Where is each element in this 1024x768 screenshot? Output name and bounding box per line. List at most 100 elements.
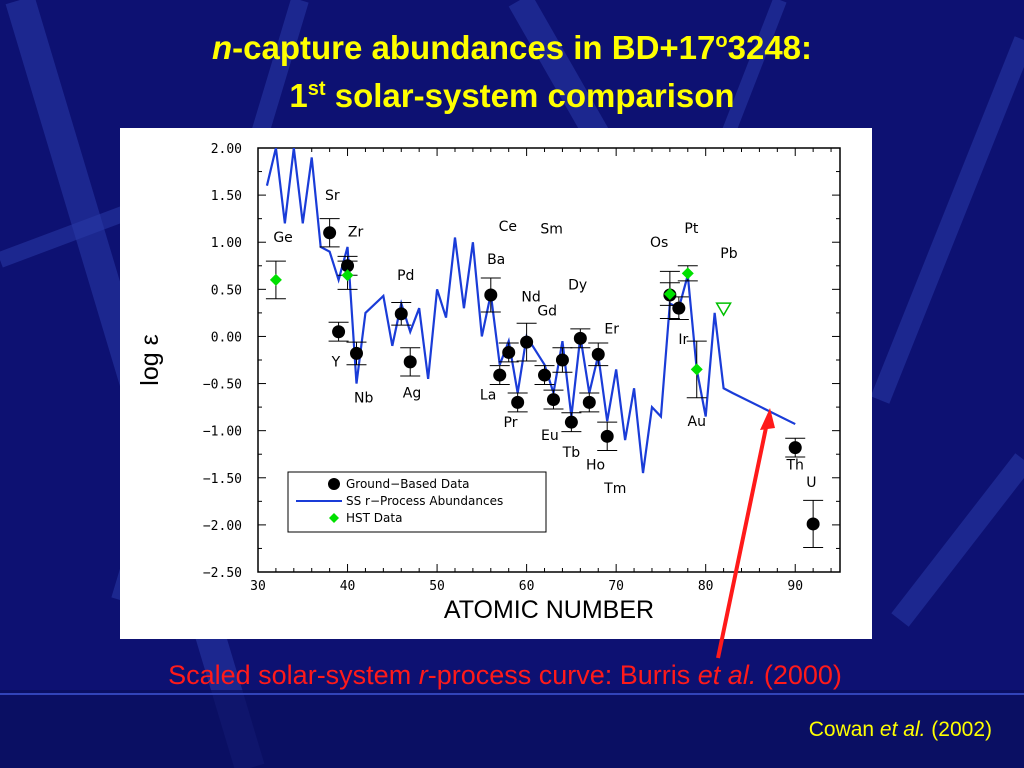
ground-data-point bbox=[493, 368, 507, 382]
y-tick-label: −2.00 bbox=[203, 519, 242, 534]
ground-data-point bbox=[502, 345, 516, 359]
title-italic-n: n bbox=[211, 29, 233, 66]
element-label: Nb bbox=[354, 390, 373, 406]
legend-marker-hst bbox=[329, 513, 339, 523]
element-label: Os bbox=[650, 235, 668, 251]
element-label: Zr bbox=[348, 225, 364, 241]
caption-part-2: -process curve: Burris bbox=[427, 660, 698, 690]
title-text: -capture abundances in BD+17 bbox=[232, 29, 716, 66]
element-label: Ba bbox=[487, 252, 505, 268]
element-label: Tb bbox=[562, 445, 581, 461]
ground-data-point bbox=[806, 517, 820, 531]
ground-data-point bbox=[672, 301, 686, 315]
element-label: Tm bbox=[603, 481, 626, 497]
element-label: Sr bbox=[325, 188, 340, 204]
slide-title-line-1: n-capture abundances in BD+17o3248: bbox=[0, 22, 1024, 67]
element-label: U bbox=[806, 475, 816, 491]
legend-label: SS r−Process Abundances bbox=[346, 494, 503, 508]
x-tick-label: 40 bbox=[340, 579, 356, 594]
ground-data-point bbox=[520, 335, 534, 349]
title2-text: solar-system comparison bbox=[325, 77, 735, 114]
hst-data-point bbox=[341, 269, 354, 282]
element-label: Nd bbox=[521, 290, 540, 306]
credit-italic-etal: et al. bbox=[879, 718, 926, 741]
element-label: Th bbox=[786, 457, 804, 473]
element-label: La bbox=[480, 388, 496, 404]
y-tick-label: 0.00 bbox=[211, 330, 242, 345]
y-tick-label: −0.50 bbox=[203, 378, 242, 393]
hst-data-point bbox=[690, 363, 703, 376]
caption-italic-etal: et al. bbox=[697, 660, 757, 690]
element-label: Ir bbox=[678, 332, 688, 348]
hst-data-point bbox=[681, 267, 694, 280]
x-tick-label: 60 bbox=[519, 579, 535, 594]
legend-marker-ground bbox=[328, 478, 340, 490]
element-label: Pr bbox=[504, 415, 518, 431]
ground-data-point bbox=[591, 347, 605, 361]
element-label: Er bbox=[604, 322, 619, 338]
ground-data-point bbox=[332, 325, 346, 339]
element-label: Pt bbox=[684, 221, 698, 237]
chart-panel: 2.00 1.50 1.00 0.50 0.00 −0.50 −1.00 −1.50 −2.00… bbox=[120, 128, 872, 639]
element-label: Ho bbox=[586, 457, 605, 473]
caption-part-1: Scaled solar-system bbox=[168, 660, 419, 690]
y-tick-label: 2.00 bbox=[211, 142, 242, 157]
legend-label: HST Data bbox=[346, 511, 402, 525]
element-label: Pd bbox=[397, 268, 414, 284]
element-label: Eu bbox=[541, 428, 559, 444]
ground-data-point bbox=[573, 331, 587, 345]
x-tick-label: 30 bbox=[250, 579, 266, 594]
y-axis-label: log ε bbox=[136, 334, 164, 385]
title2-number: 1 bbox=[289, 77, 308, 114]
y-tick-label: −1.00 bbox=[203, 425, 242, 440]
ground-data-point bbox=[403, 355, 417, 369]
caption-italic-r: r bbox=[418, 660, 428, 690]
element-label: Pb bbox=[720, 246, 737, 262]
credit-part-1: Cowan bbox=[808, 718, 880, 741]
slide-caption: Scaled solar-system r-process curve: Bur… bbox=[0, 660, 1010, 691]
x-tick-label: 90 bbox=[787, 579, 803, 594]
hst-data-point bbox=[269, 273, 282, 286]
element-label: Ag bbox=[403, 386, 421, 402]
legend-label: Ground−Based Data bbox=[346, 477, 470, 491]
ground-data-point bbox=[323, 226, 337, 240]
hst-data-point bbox=[663, 288, 676, 301]
ss-r-process-line bbox=[265, 148, 796, 474]
title2-sup: st bbox=[307, 78, 326, 100]
ground-data-point bbox=[546, 393, 560, 407]
ground-data-point bbox=[538, 368, 552, 382]
credit-part-2: (2002) bbox=[925, 718, 992, 741]
element-label: Au bbox=[688, 414, 706, 430]
slide-title-line-2: 1st solar-system comparison bbox=[0, 70, 1024, 115]
title-degree-sup: o bbox=[715, 30, 728, 52]
pb-upper-limit-point bbox=[715, 302, 732, 317]
ground-data-point bbox=[788, 441, 802, 455]
y-tick-label: −2.50 bbox=[203, 566, 242, 581]
element-label: Dy bbox=[568, 277, 587, 293]
ground-data-point bbox=[582, 395, 596, 409]
element-label: Gd bbox=[537, 304, 557, 320]
ground-data-point bbox=[511, 395, 525, 409]
element-label: Ge bbox=[273, 230, 292, 246]
slide-credit: Cowan et al. (2002) bbox=[809, 718, 992, 742]
element-label: Sm bbox=[540, 222, 563, 238]
y-tick-label: −1.50 bbox=[203, 472, 242, 487]
y-tick-label: 0.50 bbox=[211, 283, 242, 298]
element-label: Ce bbox=[499, 219, 517, 235]
x-tick-label: 80 bbox=[698, 579, 714, 594]
y-tick-label: 1.00 bbox=[211, 236, 242, 251]
ground-data-point bbox=[349, 346, 363, 360]
ground-data-point bbox=[600, 429, 614, 443]
ground-data-point bbox=[555, 353, 569, 367]
ground-data-point bbox=[484, 288, 498, 302]
abundance-chart: 2.00 1.50 1.00 0.50 0.00 −0.50 −1.00 −1.50 −2.00… bbox=[136, 142, 841, 624]
y-tick-label: 1.50 bbox=[211, 189, 242, 204]
caption-part-3: (2000) bbox=[756, 660, 842, 690]
x-axis-label: ATOMIC NUMBER bbox=[444, 596, 654, 624]
x-tick-label: 70 bbox=[608, 579, 624, 594]
ground-data-point bbox=[564, 415, 578, 429]
x-tick-label: 50 bbox=[429, 579, 445, 594]
ground-data-point bbox=[394, 307, 408, 321]
title-text-end: 3248: bbox=[727, 29, 813, 66]
element-label: Y bbox=[331, 355, 341, 371]
